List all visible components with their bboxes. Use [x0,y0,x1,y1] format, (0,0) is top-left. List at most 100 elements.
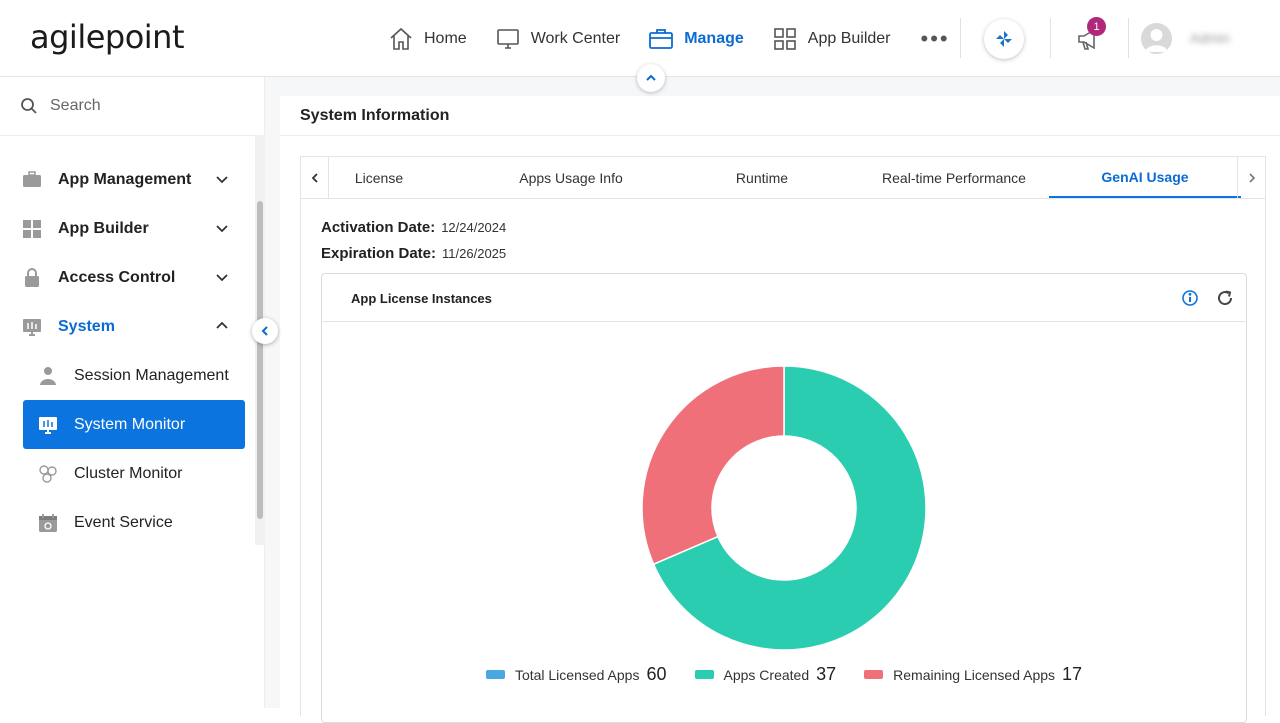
page-title: System Information [300,107,450,124]
main-content: System Information License Apps Usage In… [280,96,1280,723]
chevron-left-icon [261,326,268,336]
sidebar-item-label: Access Control [58,268,176,286]
sidebar-item-label: System Monitor [74,415,186,433]
sidebar-item-session-management[interactable]: Session Management [0,351,255,400]
legend-value: 17 [1062,664,1083,684]
app-license-card: App License Instances Total Licensed App… [321,273,1247,723]
side-menu: App Management App Builder Access Contro… [0,155,255,547]
tab-runtime[interactable]: Runtime [735,169,789,186]
chevron-down-icon[interactable] [214,220,230,236]
sidebar-item-app-management[interactable]: App Management [0,155,255,204]
nav-home[interactable]: Home [388,26,467,52]
calendar-icon [39,513,57,532]
search-input[interactable]: Search [50,97,101,114]
legend-item-created[interactable]: Apps Created 37 [694,664,837,685]
collapse-sidebar-button[interactable] [252,318,278,344]
chart-legend: Total Licensed Apps 60 Apps Created 37 R… [322,664,1246,685]
nav-work-center[interactable]: Work Center [495,26,621,52]
divider [280,135,1280,136]
avatar[interactable] [1141,23,1172,54]
ai-assistant-button[interactable] [984,19,1024,59]
expiration-date-label: Expiration Date: [321,245,437,262]
tab-apps-usage-info[interactable]: Apps Usage Info [519,169,623,186]
tab-license[interactable]: License [354,169,404,186]
activation-date-value: 12/24/2024 [441,220,507,235]
sidebar-item-label: Session Management [74,366,229,384]
divider [1128,18,1129,58]
collapse-header-button[interactable] [637,64,665,92]
tab-genai-usage[interactable]: GenAI Usage [1049,157,1241,198]
refresh-icon[interactable] [1215,288,1235,308]
chevron-up-icon[interactable] [214,318,230,334]
info-icon[interactable] [1181,289,1199,307]
legend-value: 60 [646,664,667,684]
sidebar-scroll-thumb[interactable] [257,201,263,519]
cluster-icon [39,464,57,483]
expiration-date-value: 11/26/2025 [442,246,507,261]
sidebar-item-system-monitor[interactable]: System Monitor [23,400,245,449]
sidebar-item-label: App Management [58,170,192,188]
nav-manage[interactable]: Manage [648,26,744,52]
divider [960,18,961,58]
sidebar-item-system[interactable]: System [0,302,255,351]
legend-swatch [694,670,714,679]
divider [1050,18,1051,58]
legend-label: Total Licensed Apps [514,666,640,683]
legend-swatch [864,670,884,679]
sidebar-item-label: Cluster Monitor [74,464,183,482]
user-icon [40,366,56,385]
lock-icon [25,267,39,287]
pinwheel-icon [996,31,1012,47]
nav-app-builder[interactable]: App Builder [772,26,891,52]
chevron-down-icon[interactable] [214,269,230,285]
main-nav: Home Work Center Manage App Builder ••• [388,22,950,56]
legend-swatch [485,670,505,679]
nav-work-center-label: Work Center [530,30,621,47]
tab-scroll-left-button[interactable] [301,157,329,198]
nav-app-builder-label: App Builder [807,30,891,47]
legend-label: Remaining Licensed Apps [893,666,1056,683]
tab-scroll-right-button[interactable] [1237,157,1265,198]
card-header: App License Instances [322,274,1246,322]
grid-icon [773,28,796,50]
sidebar-item-event-service[interactable]: Event Service [0,498,255,547]
top-bar: agilepoint Home Work Center Manage App B… [0,0,1280,77]
sidebar-item-label: Event Service [74,513,173,531]
sidebar: Search App Management App Builder Access… [0,77,265,708]
legend-item-total[interactable]: Total Licensed Apps 60 [485,664,667,685]
search-bar[interactable]: Search [0,77,265,136]
system-info-panel: License Apps Usage Info Runtime Real-tim… [300,156,1266,723]
agilepoint-logo[interactable]: agilepoint [30,18,185,56]
chevron-left-icon [311,172,318,183]
grid-icon [23,219,41,238]
system-icon [23,318,41,336]
sidebar-item-app-builder[interactable]: App Builder [0,204,255,253]
tab-bar: License Apps Usage Info Runtime Real-tim… [301,157,1265,199]
tab-real-time-performance[interactable]: Real-time Performance [882,169,1026,186]
legend-value: 37 [816,664,837,684]
briefcase-icon [23,170,41,187]
briefcase-icon [649,29,674,49]
donut-slice-apps-created[interactable] [652,365,927,651]
more-menu-icon[interactable]: ••• [920,26,950,51]
expiration-date: Expiration Date: 11/26/2025 [321,245,506,262]
search-icon [21,98,37,114]
monitor-icon [496,29,519,49]
legend-item-remaining[interactable]: Remaining Licensed Apps 17 [864,664,1082,685]
home-icon [390,27,412,50]
sidebar-item-cluster-monitor[interactable]: Cluster Monitor [0,449,255,498]
username[interactable]: Admin [1190,30,1230,46]
sidebar-item-label: System [58,317,115,335]
megaphone-icon[interactable] [1074,24,1104,54]
card-title: App License Instances [351,291,492,306]
sidebar-item-access-control[interactable]: Access Control [0,253,255,302]
sidebar-item-label: App Builder [58,219,149,237]
chevron-down-icon[interactable] [214,171,230,187]
donut-chart [641,365,927,651]
chevron-right-icon [1248,172,1255,183]
nav-manage-label: Manage [684,30,744,47]
monitor-icon [39,416,57,434]
donut-slice-remaining-licensed-apps[interactable] [641,365,785,566]
legend-label: Apps Created [723,666,810,683]
activation-date-label: Activation Date: [321,219,436,236]
